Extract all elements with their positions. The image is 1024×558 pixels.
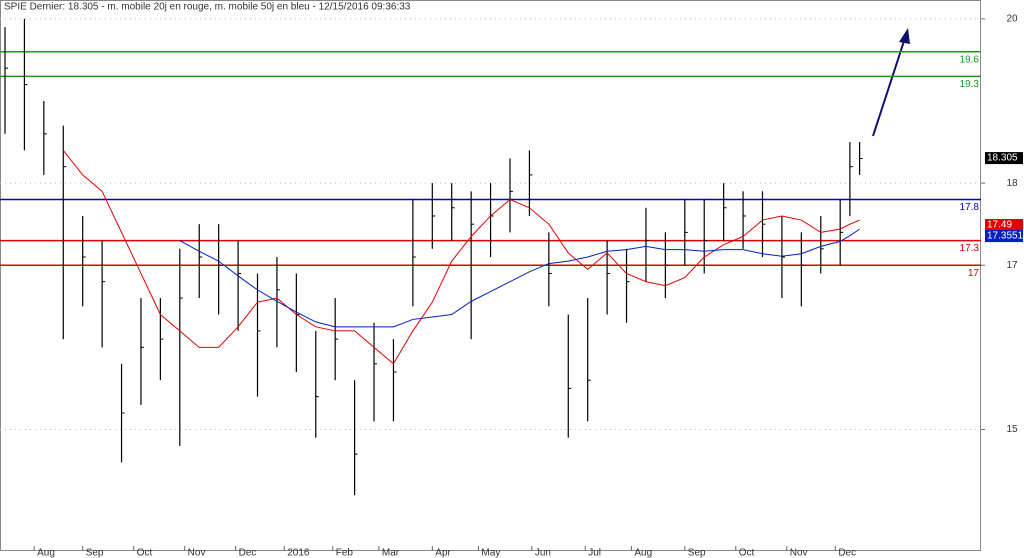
x-tick-label: Dec [239, 548, 257, 558]
x-tick-label: May [481, 548, 500, 558]
x-tick-label: Mar [382, 548, 400, 558]
x-tick-label: Aug [634, 548, 652, 558]
x-tick-label: Dec [838, 548, 856, 558]
x-tick-label: 2016 [287, 548, 310, 558]
price-tag-box [985, 230, 1023, 243]
y-tick-label: 15 [1006, 424, 1018, 435]
price-tag-box [985, 218, 1023, 231]
x-tick-label: Sep [688, 548, 706, 558]
price-tag: 18.305 [987, 153, 1018, 164]
price-tag-box [985, 152, 1023, 165]
moving-average [62, 149, 860, 365]
level-label: 19.6 [960, 54, 980, 65]
level-label: 17 [968, 268, 980, 279]
x-tick-label: Aug [37, 548, 55, 558]
x-tick-label: Nov [790, 548, 808, 558]
x-tick-label: Apr [435, 548, 451, 558]
level-label: 17.3 [960, 243, 980, 254]
chart-title: SPIE Dernier: 18.305 - m. mobile 20j en … [4, 2, 411, 13]
x-tick-label: Oct [137, 548, 153, 558]
x-tick-label: Nov [188, 548, 206, 558]
x-tick-label: Feb [336, 548, 354, 558]
x-tick-label: Jul [588, 548, 601, 558]
level-label: 19.3 [960, 79, 980, 90]
y-tick-label: 20 [1006, 14, 1018, 25]
x-tick-label: Jun [535, 548, 551, 558]
x-tick-label: Sep [86, 548, 104, 558]
y-tick-label: 17 [1006, 260, 1018, 271]
x-tick-label: Oct [739, 548, 755, 558]
plot-frame [0, 0, 981, 551]
trend-arrow [872, 28, 910, 137]
level-label: 17.8 [960, 202, 980, 213]
price-tag: 17.49 [987, 220, 1012, 231]
moving-average [179, 228, 860, 328]
y-tick-label: 18 [1006, 178, 1018, 189]
price-tag: 17.3551 [987, 231, 1024, 242]
